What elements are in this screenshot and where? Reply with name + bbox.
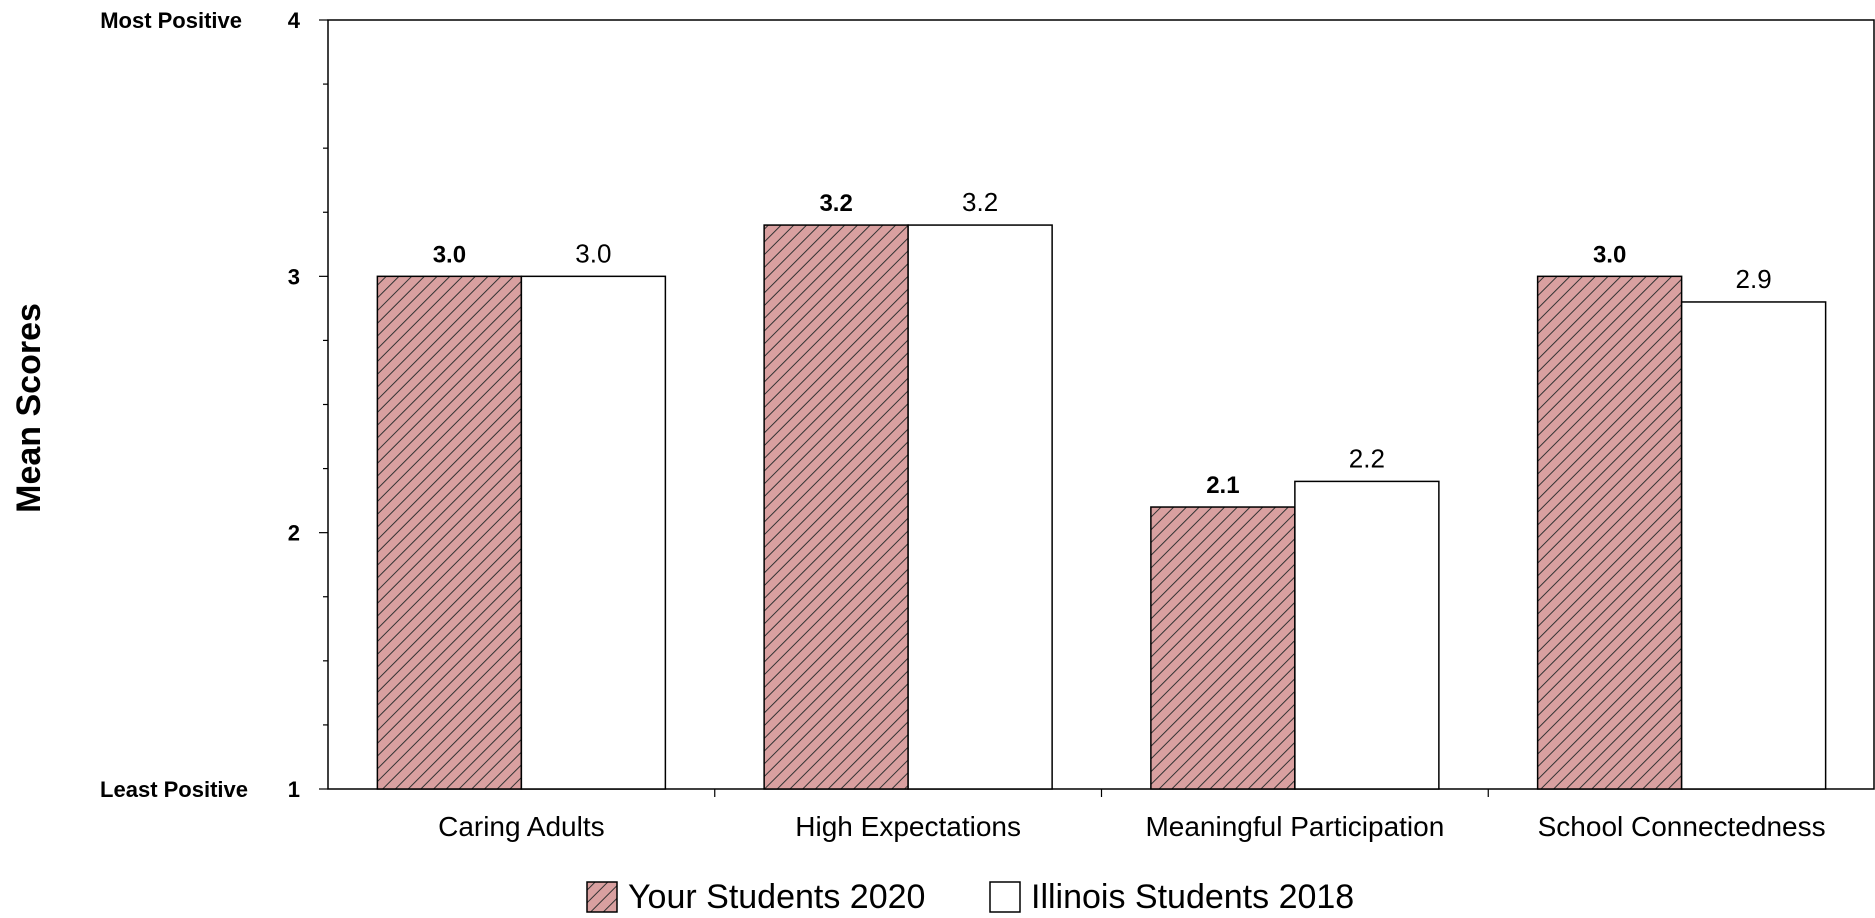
bar-your-students	[763, 224, 909, 790]
data-label-illinois-students: 3.0	[575, 238, 611, 268]
y-anchor-bottom-label: Least Positive	[100, 777, 248, 802]
x-category-label: Caring Adults	[438, 811, 605, 842]
y-tick-label: 3	[288, 264, 300, 289]
data-label-illinois-students: 2.9	[1736, 264, 1772, 294]
bar-illinois-students	[907, 224, 1053, 790]
bar-your-students	[376, 275, 523, 790]
bar-illinois-students	[520, 275, 667, 790]
bar-illinois-students	[1294, 480, 1440, 790]
y-tick-label: 1	[288, 777, 300, 802]
data-label-your-students: 3.0	[433, 241, 466, 268]
legend-swatch-your-students	[586, 881, 618, 913]
legend-swatch-illinois-students	[989, 881, 1021, 913]
bar-illinois-students	[1680, 301, 1827, 790]
y-tick-label: 2	[288, 521, 300, 546]
legend-label-your-students: Your Students 2020	[628, 878, 925, 916]
data-label-your-students: 3.2	[819, 190, 852, 217]
data-label-illinois-students: 2.2	[1349, 443, 1385, 473]
bar-your-students	[1536, 275, 1683, 790]
legend: Your Students 2020 Illinois Students 201…	[586, 878, 1354, 916]
x-category-label: School Connectedness	[1538, 811, 1826, 842]
y-tick-label: 4	[288, 8, 301, 33]
data-label-your-students: 2.1	[1206, 472, 1239, 499]
data-label-your-students: 3.0	[1593, 241, 1626, 268]
x-category-label: High Expectations	[795, 811, 1021, 842]
data-label-illinois-students: 3.2	[962, 187, 998, 217]
x-category-label: Meaningful Participation	[1145, 811, 1444, 842]
legend-label-illinois-students: Illinois Students 2018	[1031, 878, 1354, 916]
plot-area: 1 2 3 4 Caring Adults High Expectations Meanin…	[288, 8, 1875, 842]
bar-your-students	[1150, 506, 1296, 790]
y-anchor-top-label: Most Positive	[100, 8, 242, 33]
y-axis-title: Mean Scores	[10, 303, 48, 513]
